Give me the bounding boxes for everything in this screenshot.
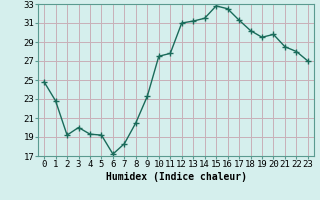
X-axis label: Humidex (Indice chaleur): Humidex (Indice chaleur) xyxy=(106,172,246,182)
